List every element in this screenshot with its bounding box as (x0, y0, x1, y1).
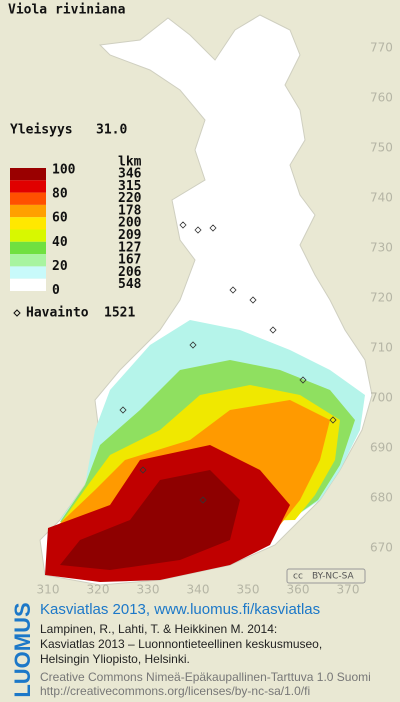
y-coordinate-label: 690 (370, 441, 393, 455)
legend-scale-label: 0 (52, 283, 60, 298)
legend-scale-label: 60 (52, 211, 68, 226)
legend-swatch (10, 204, 46, 218)
x-coordinate-label: 320 (87, 583, 110, 597)
legend-count: 548 (118, 277, 142, 292)
observation-markers (119, 221, 337, 504)
legend-swatch (10, 192, 46, 205)
legend: 3463152201782002091271672065481008060402… (10, 163, 142, 298)
legend-count: 127 (118, 240, 141, 255)
license-line: Creative Commons Nimeä-Epäkaupallinen-Ta… (40, 670, 371, 684)
observation-label: Havainto (26, 306, 89, 321)
brand: LUOMUS (10, 602, 35, 697)
y-coordinate-label: 700 (370, 391, 393, 405)
x-coordinate-label: 310 (37, 583, 60, 597)
legend-swatch (10, 229, 46, 242)
credit-title: Kasviatlas 2013, www.luomus.fi/kasviatla… (40, 601, 320, 618)
credit-line: Lampinen, R., Lahti, T. & Heikkinen M. 2… (40, 622, 277, 636)
y-coordinate-label: 770 (370, 41, 393, 55)
legend-scale-label: 20 (52, 259, 68, 274)
cc-icon: cc (293, 572, 303, 582)
legend-count: 206 (118, 265, 142, 280)
legend-scale-label: 100 (52, 163, 76, 178)
legend-count: 167 (118, 253, 141, 268)
frequency-value: 31.0 (96, 123, 127, 138)
legend-swatch (10, 217, 46, 230)
species-name: Viola riviniana (8, 3, 126, 18)
license-badge (286, 568, 366, 584)
license-line: http://creativecommons.org/licenses/by-n… (40, 684, 310, 698)
x-coordinate-label: 370 (337, 583, 360, 597)
legend-count: 315 (118, 179, 141, 194)
y-coordinate-label: 750 (370, 141, 393, 155)
x-coordinate-label: 340 (187, 583, 210, 597)
legend-swatch (10, 241, 46, 255)
y-coordinate-label: 670 (370, 541, 393, 555)
legend-swatch (10, 266, 46, 279)
legend-swatch (10, 180, 46, 193)
observation-symbol (13, 309, 21, 317)
count-header: lkm (118, 155, 142, 170)
observation-count: 1521 (104, 306, 135, 321)
y-coordinate-label: 760 (370, 91, 393, 105)
y-coordinate-label: 680 (370, 491, 393, 505)
region-top-core (60, 470, 240, 570)
legend-count: 200 (118, 216, 142, 231)
legend-swatch (10, 254, 46, 267)
y-coordinate-label: 720 (370, 291, 393, 305)
map (39, 14, 373, 586)
license-badge-text: BY-NC-SA (312, 572, 355, 582)
legend-count: 178 (118, 203, 142, 218)
coordinate-labels: 770 760 750 740 730 720 710 700 690 680 670 310 320 3… (37, 41, 393, 597)
x-coordinate-label: 360 (287, 583, 310, 597)
frequency-label: Yleisyys (10, 123, 73, 138)
legend-count: 209 (118, 228, 141, 243)
legend-swatch (10, 278, 46, 291)
y-coordinate-label: 710 (370, 341, 393, 355)
legend-count: 220 (118, 191, 142, 206)
legend-scale-label: 80 (52, 187, 68, 202)
y-coordinate-label: 730 (370, 241, 393, 255)
legend-swatch (10, 168, 46, 181)
legend-count: 346 (118, 167, 142, 182)
x-coordinate-label: 350 (237, 583, 260, 597)
x-coordinate-label: 330 (137, 583, 160, 597)
credit-line: Helsingin Yliopisto, Helsinki. (40, 652, 190, 666)
y-coordinate-label: 740 (370, 191, 393, 205)
credit-line: Kasviatlas 2013 – Luonnontieteellinen ke… (40, 637, 322, 651)
legend-scale-label: 40 (52, 235, 68, 250)
